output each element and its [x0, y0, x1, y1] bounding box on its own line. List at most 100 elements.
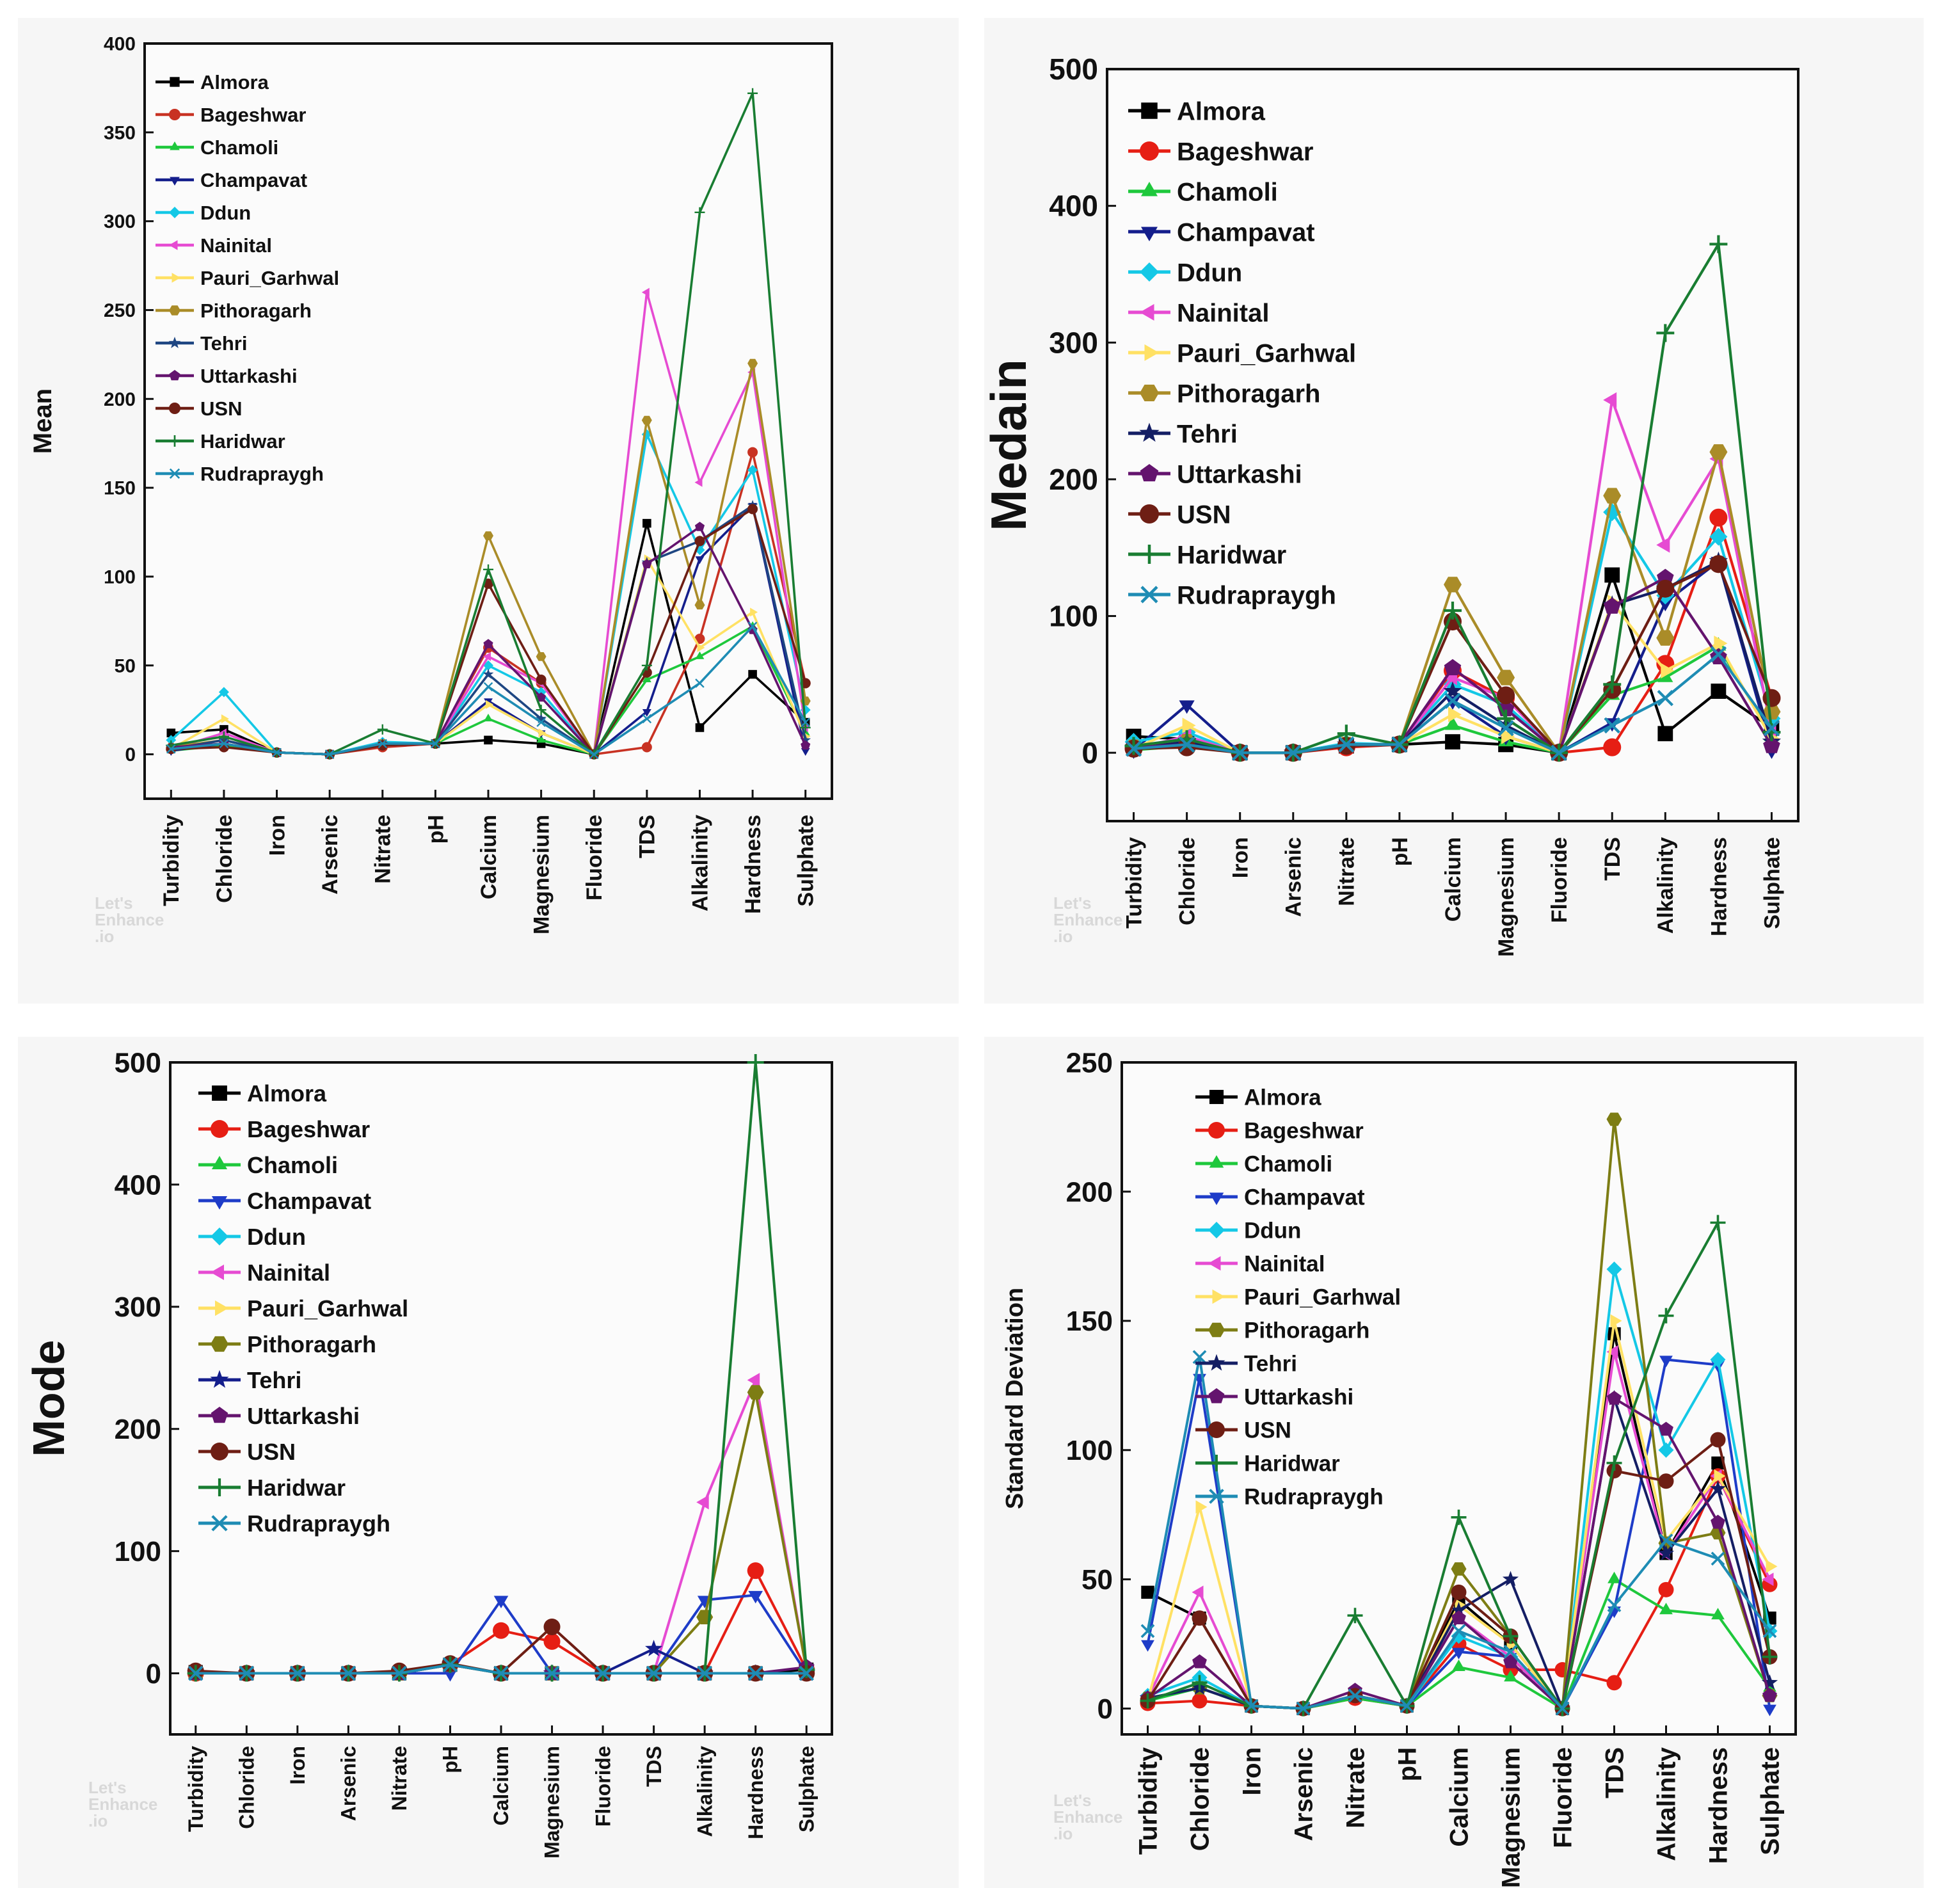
- data-point-rudrapraygh: [340, 1665, 356, 1681]
- data-point-almora: [484, 735, 493, 745]
- data-point-pithoragarh: [1603, 488, 1622, 504]
- data-point-rudrapraygh: [483, 682, 493, 692]
- y-tick-label: 400: [115, 1169, 161, 1201]
- legend-marker-ddun: [169, 207, 180, 218]
- data-point-usn: [1656, 579, 1675, 598]
- mean-chart-panel: 0 50 100 150 200 250 300 350 400 Turbidity Chlorid…: [18, 18, 959, 1004]
- data-point-pithoragarh: [747, 1385, 764, 1400]
- data-point-ddun: [1658, 1442, 1674, 1458]
- y-tick-label: 500: [1049, 52, 1098, 86]
- x-tick-label: Nitrate: [1335, 837, 1359, 906]
- y-tick-label: 150: [1066, 1306, 1113, 1337]
- data-point-uttarkashi: [642, 559, 652, 568]
- data-point-champavat: [1763, 1704, 1776, 1716]
- data-point-pauri-garhwal: [697, 643, 705, 652]
- data-point-pithoragarh: [1451, 1562, 1467, 1576]
- data-point-usn: [1497, 686, 1515, 705]
- x-tick-label: Arsenic: [337, 1746, 360, 1821]
- data-point-rudrapraygh: [801, 717, 810, 727]
- series-rudrapraygh: [188, 1657, 815, 1681]
- x-tick-label: TDS: [642, 1746, 666, 1787]
- data-point-rudrapraygh: [1192, 1350, 1207, 1364]
- data-point-rudrapraygh: [589, 749, 599, 759]
- x-tick-label: pH: [439, 1746, 462, 1773]
- data-point-pauri-garhwal: [750, 607, 758, 617]
- legend-label-rudrapraygh: Rudrapraygh: [200, 463, 324, 485]
- data-point-almora: [748, 669, 757, 679]
- legend-label-usn: USN: [1177, 500, 1231, 529]
- x-tick-label: Arsenic: [1290, 1747, 1318, 1841]
- data-point-pauri-garhwal: [1714, 1469, 1726, 1483]
- data-point-rudrapraygh: [695, 678, 705, 688]
- x-tick-label: Nitrate: [371, 815, 395, 884]
- x-tick-label: Alkalinity: [688, 815, 712, 911]
- x-tick-label: Magnesium: [541, 1746, 564, 1859]
- data-point-bageshwar: [747, 447, 758, 458]
- data-point-champavat: [1657, 598, 1673, 612]
- data-point-usn: [694, 536, 705, 547]
- data-point-rudrapraygh: [1503, 1644, 1518, 1659]
- legend-label-bageshwar: Bageshwar: [1244, 1119, 1364, 1144]
- legend-marker-haridwar: [169, 435, 180, 447]
- data-point-champavat: [443, 1669, 458, 1682]
- data-point-nainital: [1656, 537, 1670, 553]
- y-tick-label: 0: [146, 1658, 161, 1690]
- data-point-haridwar: [798, 1661, 815, 1678]
- legend-marker-champavat: [211, 1196, 228, 1210]
- legend-marker-bageshwar: [169, 109, 180, 120]
- data-point-usn: [747, 504, 758, 515]
- data-point-nainital: [1606, 1345, 1618, 1359]
- legend-label-rudrapraygh: Rudrapraygh: [1244, 1485, 1384, 1510]
- legend-marker-haridwar: [1140, 545, 1159, 564]
- data-point-tehri: [1502, 1571, 1519, 1587]
- x-tick-label: Chloride: [1176, 837, 1200, 925]
- data-point-pauri-garhwal: [538, 728, 547, 738]
- data-point-haridwar: [483, 564, 493, 575]
- x-tick-label: Alkalinity: [693, 1746, 716, 1837]
- data-point-pauri-garhwal: [1501, 728, 1515, 744]
- data-point-uttarkashi: [536, 692, 547, 702]
- data-point-ddun: [218, 687, 229, 698]
- data-point-tehri: [800, 734, 811, 745]
- data-point-tehri: [483, 668, 494, 679]
- legend-marker-almora: [212, 1085, 227, 1101]
- x-tick-label: Sulphate: [794, 815, 818, 907]
- y-tick-label: 200: [1049, 463, 1098, 496]
- x-tick-label: TDS: [635, 815, 660, 858]
- data-point-chamoli: [1659, 1603, 1673, 1615]
- y-tick-label: 350: [104, 122, 136, 143]
- data-point-chamoli: [1711, 1608, 1725, 1620]
- x-tick-label: Iron: [1238, 1747, 1266, 1796]
- legend-marker-uttarkashi: [211, 1407, 228, 1423]
- data-point-champavat: [695, 556, 705, 564]
- x-tick-label: Calcium: [1446, 1747, 1474, 1847]
- data-point-almora: [1141, 1585, 1154, 1599]
- legend-marker-ddun: [1208, 1222, 1225, 1238]
- data-point-pithoragarh: [536, 652, 547, 661]
- data-point-champavat: [801, 748, 810, 756]
- y-tick-label: 0: [125, 744, 136, 765]
- x-tick-label: Hardness: [741, 815, 765, 914]
- legend-marker-chamoli: [1209, 1155, 1224, 1168]
- data-point-rudrapraygh: [1391, 736, 1408, 753]
- data-point-usn: [536, 674, 547, 685]
- data-point-rudrapraygh: [166, 744, 176, 754]
- legend-label-haridwar: Haridwar: [247, 1475, 346, 1501]
- data-point-uttarkashi: [1659, 1421, 1673, 1436]
- legend-label-chamoli: Chamoli: [247, 1152, 338, 1178]
- legend-label-chamoli: Chamoli: [200, 136, 278, 159]
- legend-label-bageshwar: Bageshwar: [247, 1116, 370, 1142]
- legend-marker-almora: [170, 77, 180, 87]
- watermark-line: .io: [1053, 1824, 1073, 1843]
- legend-marker-uttarkashi: [1208, 1388, 1225, 1404]
- legend-marker-tehri: [1139, 422, 1160, 442]
- series-rudrapraygh: [166, 621, 810, 759]
- data-point-pauri-garhwal: [1610, 1314, 1622, 1328]
- data-point-usn: [1710, 1432, 1726, 1448]
- y-tick-label: 100: [1066, 1435, 1113, 1466]
- data-point-pauri-garhwal: [1448, 707, 1462, 723]
- legend-marker-ddun: [1140, 262, 1159, 282]
- data-point-haridwar: [218, 731, 229, 742]
- legend-marker-tehri: [210, 1370, 229, 1388]
- data-point-nainital: [1762, 1572, 1774, 1587]
